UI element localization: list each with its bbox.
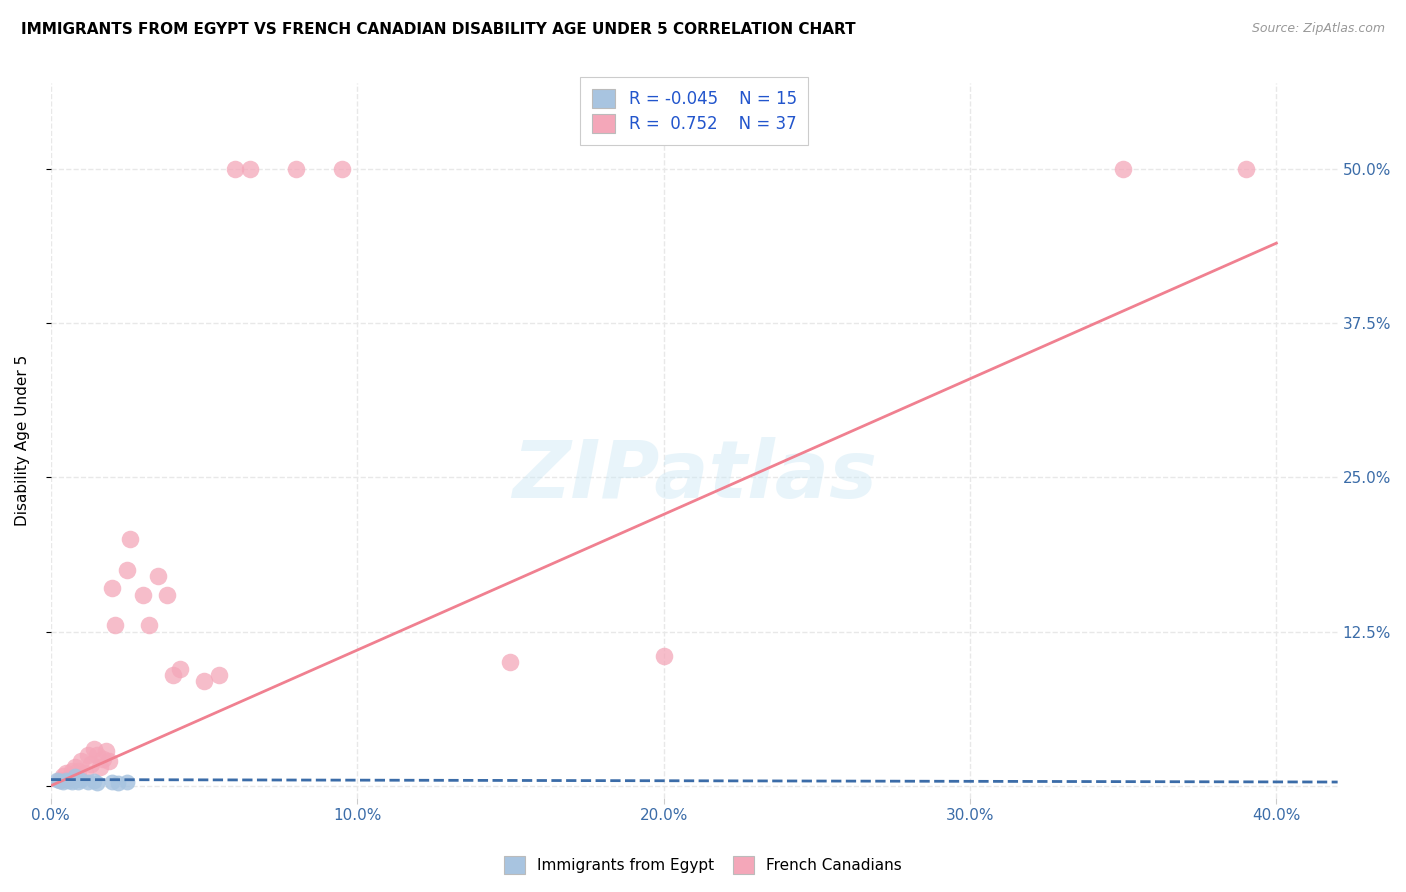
Point (239, 162, 262, 177)
Point (499, 656, 522, 670)
Point (55, 766, 77, 780)
Point (224, 162, 246, 177)
Point (83, 741, 105, 756)
Point (89, 760, 111, 774)
Point (52, 775, 75, 789)
Point (1112, 162, 1135, 177)
Point (138, 618, 160, 632)
Point (60, 775, 83, 789)
Point (98, 754, 121, 768)
Point (146, 569, 169, 583)
Point (60, 764, 83, 778)
Point (79, 756, 101, 771)
Point (208, 667, 231, 681)
Point (652, 649, 675, 664)
Point (67, 775, 90, 789)
Point (76, 775, 98, 789)
Text: IMMIGRANTS FROM EGYPT VS FRENCH CANADIAN DISABILITY AGE UNDER 5 CORRELATION CHAR: IMMIGRANTS FROM EGYPT VS FRENCH CANADIAN… (21, 22, 856, 37)
Point (49, 772, 72, 787)
Point (86, 776, 108, 790)
Point (65, 769, 87, 783)
Point (132, 588, 155, 602)
Point (65, 760, 87, 774)
Y-axis label: Disability Age Under 5: Disability Age Under 5 (15, 355, 30, 526)
Point (91, 751, 114, 765)
Point (193, 673, 215, 688)
Text: ZIPatlas: ZIPatlas (512, 437, 877, 516)
Point (101, 582, 124, 596)
Point (49, 773, 72, 788)
Point (70, 772, 93, 787)
Point (284, 162, 307, 177)
Point (117, 775, 139, 789)
Point (330, 162, 353, 177)
Point (58, 772, 80, 786)
Point (58, 773, 80, 788)
Point (120, 532, 142, 546)
Text: Source: ZipAtlas.com: Source: ZipAtlas.com (1251, 22, 1385, 36)
Point (169, 662, 191, 676)
Legend: Immigrants from Egypt, French Canadians: Immigrants from Egypt, French Canadians (498, 850, 908, 880)
Point (104, 618, 127, 632)
Point (1234, 162, 1257, 177)
Point (101, 775, 124, 789)
Point (83, 773, 105, 788)
Point (117, 563, 139, 577)
Point (107, 776, 129, 790)
Point (46, 772, 69, 787)
Point (70, 754, 93, 768)
Point (52, 769, 75, 783)
Point (156, 588, 179, 602)
Legend: R = -0.045    N = 15, R =  0.752    N = 37: R = -0.045 N = 15, R = 0.752 N = 37 (581, 77, 808, 145)
Point (55, 772, 77, 787)
Point (67, 764, 90, 778)
Point (162, 667, 184, 681)
Point (73, 766, 96, 780)
Point (76, 747, 98, 762)
Point (94, 744, 117, 758)
Point (86, 747, 108, 762)
